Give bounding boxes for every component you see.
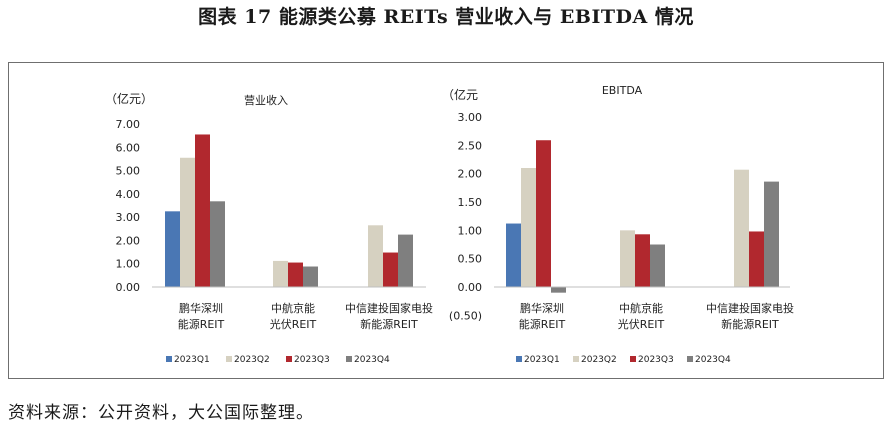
y-tick-label: 0.50 <box>458 253 483 266</box>
legend-label: 2023Q3 <box>294 355 330 365</box>
y-axis-label: （亿元 <box>442 87 478 102</box>
legend-swatch <box>516 356 522 362</box>
legend-swatch <box>226 356 232 362</box>
bar <box>165 211 180 287</box>
legend-swatch <box>630 356 636 362</box>
y-tick-label: 2.00 <box>116 234 141 247</box>
bar <box>521 168 536 287</box>
legend-swatch <box>346 356 352 362</box>
y-tick-label: (0.50) <box>449 309 482 322</box>
bar <box>734 169 749 287</box>
y-tick-label: 7.00 <box>116 118 141 131</box>
legend-label: 2023Q1 <box>524 355 560 365</box>
legend-label: 2023Q2 <box>581 355 617 365</box>
x-tick-label: 光伏REIT <box>270 317 317 331</box>
bar <box>620 230 635 287</box>
x-tick-label: 鹏华深圳 <box>179 301 223 315</box>
legend-label: 2023Q3 <box>638 355 674 365</box>
y-tick-label: 4.00 <box>116 188 141 201</box>
legend-swatch <box>687 356 693 362</box>
legend-swatch <box>166 356 172 362</box>
x-tick-label: 中航京能 <box>619 301 663 315</box>
y-tick-label: 1.50 <box>458 196 483 209</box>
bar <box>303 266 318 287</box>
y-tick-label: 3.00 <box>116 211 141 224</box>
bar <box>650 244 665 287</box>
x-tick-label: 中航京能 <box>271 301 315 315</box>
bar <box>635 234 650 287</box>
bar <box>273 260 288 287</box>
y-axis-label: （亿元） <box>105 91 153 106</box>
legend-label: 2023Q1 <box>174 355 210 365</box>
ebitda-chart: EBITDA （亿元 3.00 2.50 2.00 1.50 1.00 0.50 0.00 (0.… <box>442 84 794 365</box>
revenue-chart: 营业收入 （亿元） 7.00 6.00 5.00 4.00 3.00 2.00 1.00 0.00… <box>105 91 433 365</box>
chart-title: 营业收入 <box>244 93 288 107</box>
x-tick-label: 新能源REIT <box>360 317 418 331</box>
y-tick-label: 3.00 <box>458 111 483 124</box>
bar <box>398 234 413 287</box>
y-tick-label: 1.00 <box>116 258 141 271</box>
figure-title: 图表 17 能源类公募 REITs 营业收入与 EBITDA 情况 <box>198 6 694 28</box>
x-tick-label: 中信建投国家电投 <box>345 301 433 315</box>
x-tick-label: 中信建投国家电投 <box>706 301 794 315</box>
legend-label: 2023Q4 <box>354 355 390 365</box>
bar <box>536 140 551 287</box>
legend-swatch <box>286 356 292 362</box>
bar <box>749 231 764 287</box>
bar <box>368 225 383 287</box>
bar <box>506 223 521 287</box>
x-tick-label: 鹏华深圳 <box>520 301 564 315</box>
x-tick-label: 能源REIT <box>519 317 566 331</box>
y-tick-label: 2.50 <box>458 139 483 152</box>
legend-label: 2023Q2 <box>234 355 270 365</box>
bar <box>383 252 398 287</box>
chart-frame <box>8 62 884 379</box>
y-tick-label: 0.00 <box>458 281 483 294</box>
x-tick-label: 新能源REIT <box>721 317 779 331</box>
bar <box>288 262 303 287</box>
y-tick-label: 0.00 <box>116 281 141 294</box>
y-tick-label: 5.00 <box>116 165 141 178</box>
y-tick-label: 2.00 <box>458 168 483 181</box>
y-tick-label: 6.00 <box>116 141 141 154</box>
legend-swatch <box>573 356 579 362</box>
x-tick-label: 能源REIT <box>178 317 225 331</box>
x-tick-label: 光伏REIT <box>618 317 665 331</box>
bar <box>210 201 225 287</box>
y-tick-label: 1.00 <box>458 224 483 237</box>
bar <box>764 181 779 287</box>
bar <box>195 134 210 287</box>
bar <box>180 157 195 287</box>
legend-label: 2023Q4 <box>695 355 731 365</box>
source-note: 资料来源：公开资料，大公国际整理。 <box>8 403 314 423</box>
chart-title: EBITDA <box>602 84 643 97</box>
bar <box>551 287 566 293</box>
